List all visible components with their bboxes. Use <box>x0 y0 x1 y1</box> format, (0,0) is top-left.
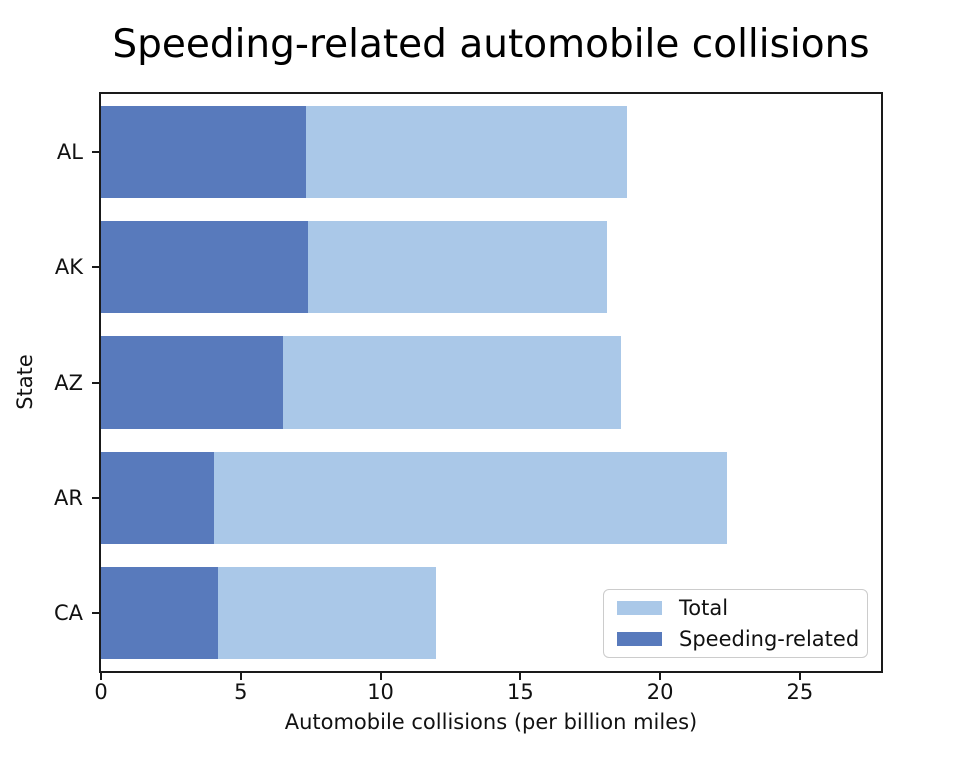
x-tick-mark-20 <box>659 673 662 680</box>
legend-swatch-total <box>617 601 662 615</box>
legend-item-speeding: Speeding-related <box>617 627 867 651</box>
x-tick-mark-10 <box>379 673 382 680</box>
x-tick-label-5: 5 <box>234 680 248 704</box>
x-tick-label-10: 10 <box>367 680 394 704</box>
bar-speeding-related-ar <box>101 451 214 545</box>
bar-speeding-related-ak <box>101 220 309 314</box>
plot-area: Total Speeding-related <box>99 92 883 673</box>
chart-title: Speeding-related automobile collisions <box>112 22 870 67</box>
x-tick-label-25: 25 <box>786 680 814 704</box>
x-tick-mark-15 <box>519 673 522 680</box>
x-tick-label-15: 15 <box>506 680 534 704</box>
legend-label-total: Total <box>679 596 729 620</box>
legend-label-speeding: Speeding-related <box>679 627 860 651</box>
x-tick-mark-5 <box>239 673 242 680</box>
legend: Total Speeding-related <box>603 589 868 658</box>
legend-swatch-speeding <box>617 632 662 646</box>
y-tick-label-ar: AR <box>54 485 83 510</box>
y-tick-mark-ak <box>92 266 99 269</box>
bar-speeding-related-ca <box>101 567 219 660</box>
bar-speeding-related-az <box>101 336 283 429</box>
x-tick-label-20: 20 <box>646 680 674 704</box>
y-tick-mark-al <box>92 150 99 153</box>
legend-item-total: Total <box>617 596 867 620</box>
y-tick-mark-az <box>92 381 99 384</box>
bar-speeding-related-al <box>101 105 306 198</box>
x-tick-mark-0 <box>100 673 102 680</box>
x-tick-mark-25 <box>798 673 801 680</box>
y-tick-label-ak: AK <box>54 255 83 280</box>
y-tick-mark-ar <box>92 496 99 499</box>
y-tick-label-al: AL <box>56 139 83 164</box>
x-tick-label-0: 0 <box>94 680 108 704</box>
y-tick-mark-ca <box>92 612 99 615</box>
x-axis-label: Automobile collisions (per billion miles… <box>284 710 698 734</box>
y-tick-label-ca: CA <box>53 601 83 626</box>
y-tick-label-az: AZ <box>54 370 83 395</box>
